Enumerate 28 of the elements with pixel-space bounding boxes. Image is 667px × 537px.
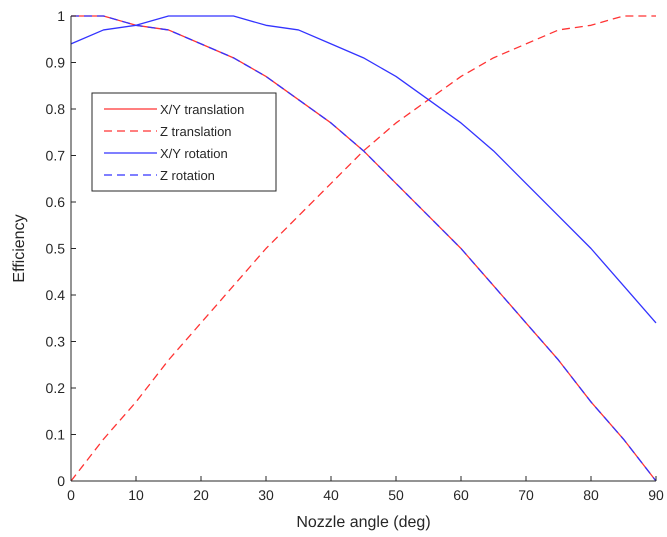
y-tick-label: 0.9 (46, 54, 66, 70)
legend-label: X/Y translation (160, 102, 244, 117)
x-tick-label: 80 (583, 487, 599, 503)
x-tick-label: 20 (193, 487, 209, 503)
x-axis-title: Nozzle angle (deg) (296, 514, 431, 531)
x-tick-label: 10 (128, 487, 144, 503)
legend-label: Z rotation (160, 168, 215, 183)
y-tick-label: 0.1 (46, 426, 66, 442)
y-tick-label: 0.6 (46, 194, 66, 210)
y-axis-title: Efficiency (11, 214, 28, 283)
legend-label: Z translation (160, 124, 232, 139)
x-tick-label: 30 (258, 487, 274, 503)
line-series (70, 15, 657, 482)
x-tick-label: 90 (648, 487, 664, 503)
x-tick-label: 40 (323, 487, 339, 503)
x-tick-label: 50 (388, 487, 404, 503)
y-tick-label: 0.5 (46, 240, 66, 256)
y-tick-label: 1 (57, 8, 66, 24)
y-tick-label: 0.8 (46, 101, 66, 117)
y-tick-label: 0 (57, 473, 66, 489)
x-tick-label: 70 (518, 487, 534, 503)
x-tick-label: 60 (453, 487, 469, 503)
y-tick-label: 0.7 (46, 148, 66, 164)
y-tick-label: 0.3 (46, 334, 66, 350)
y-tick-label: 0.4 (46, 287, 66, 303)
legend-label: X/Y rotation (160, 146, 228, 161)
x-tick-label: 0 (67, 487, 76, 503)
y-tick-label: 0.2 (46, 380, 66, 396)
